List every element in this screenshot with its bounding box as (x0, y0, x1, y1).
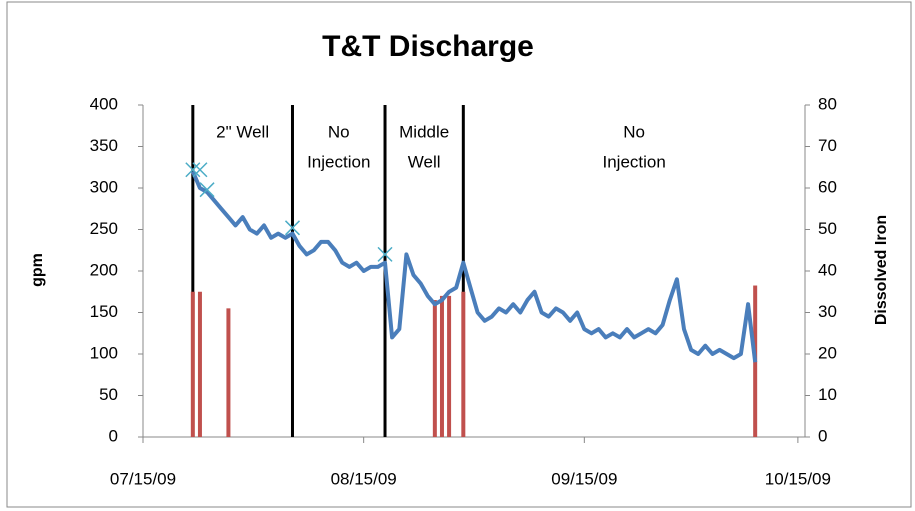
chart-frame (6, 1, 912, 508)
y-tick-label: 0 (109, 426, 118, 445)
phase-label: No (623, 122, 645, 141)
y2-tick-label: 30 (818, 302, 837, 321)
x-tick-label: 10/15/09 (765, 469, 831, 488)
phase-label: Middle (399, 122, 449, 141)
y-tick-label: 200 (90, 260, 118, 279)
y2-tick-label: 20 (818, 343, 837, 362)
y2-tick-label: 40 (818, 260, 837, 279)
phase-label: Injection (602, 152, 665, 171)
x-marker (199, 182, 215, 198)
phase-label: Well (408, 152, 441, 171)
x-tick-label: 09/15/09 (551, 469, 617, 488)
phase-label: 2" Well (216, 122, 269, 141)
y-tick-label: 300 (90, 177, 118, 196)
y2-tick-label: 10 (818, 385, 837, 404)
y-tick-label: 250 (90, 219, 118, 238)
x-tick-label: 07/15/09 (110, 469, 176, 488)
y-tick-label: 400 (90, 94, 118, 113)
x-marker (284, 220, 301, 236)
iron-bar (432, 300, 437, 437)
x-tick-label: 08/15/09 (331, 469, 397, 488)
iron-bar (447, 295, 452, 437)
y-axis-label: gpm (29, 253, 46, 287)
y2-tick-label: 60 (818, 177, 837, 196)
y2-tick-label: 50 (818, 219, 837, 238)
y2-tick-label: 80 (818, 94, 837, 113)
y-tick-label: 150 (90, 302, 118, 321)
phase-label: No (328, 122, 350, 141)
iron-bar (439, 295, 444, 437)
y2-tick-label: 70 (818, 136, 837, 155)
y2-axis-label: Dissolved Iron (873, 215, 890, 325)
chart-title: T&T Discharge (322, 30, 534, 63)
iron-bar (461, 291, 466, 437)
flow-line (190, 170, 758, 363)
y2-tick-label: 0 (818, 426, 827, 445)
x-marker (192, 162, 208, 178)
y-tick-label: 100 (90, 343, 118, 362)
iron-bar (197, 291, 202, 437)
iron-bar (226, 308, 231, 437)
y-tick-label: 350 (90, 136, 118, 155)
phase-label: Injection (307, 152, 370, 171)
x-marker (185, 162, 201, 178)
iron-bar (190, 291, 195, 437)
y-tick-label: 50 (99, 385, 118, 404)
x-marker (377, 246, 393, 262)
